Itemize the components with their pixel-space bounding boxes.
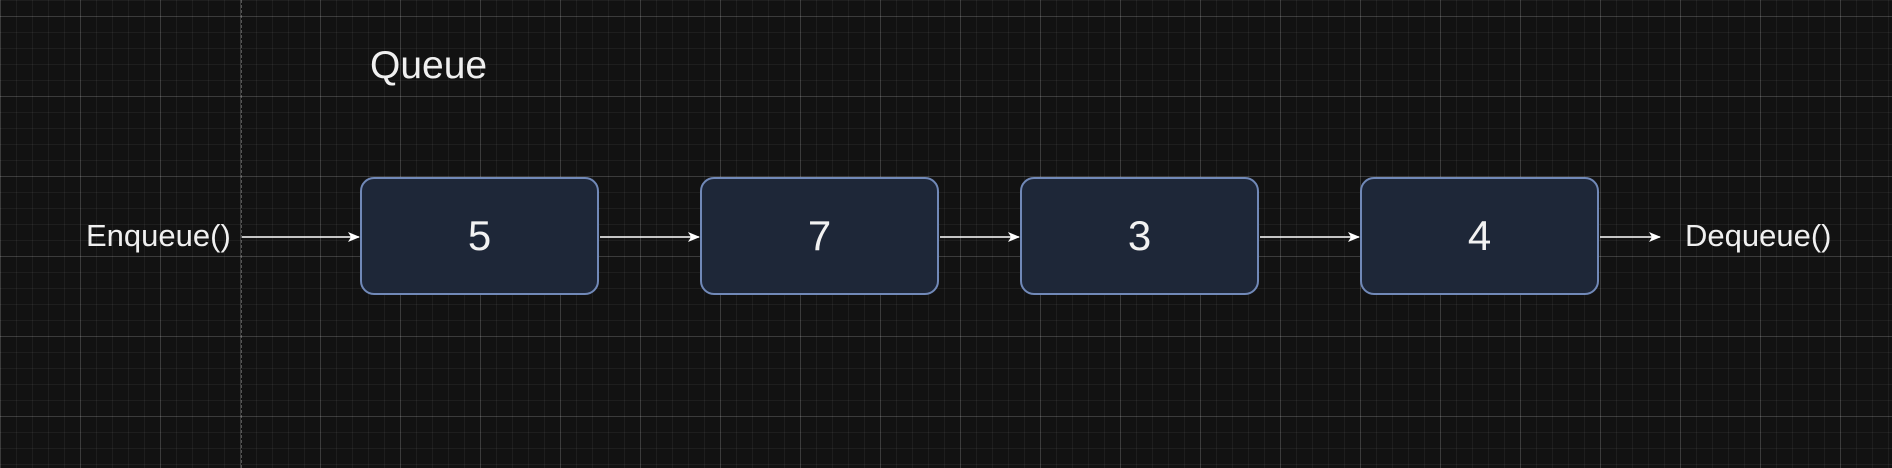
dequeue-label: Dequeue() <box>1685 218 1832 253</box>
queue-node-2[interactable]: 7 <box>700 177 939 295</box>
vertical-guide-line <box>241 0 242 468</box>
queue-node-1[interactable]: 5 <box>360 177 599 295</box>
queue-node-3[interactable]: 3 <box>1020 177 1259 295</box>
enqueue-label: Enqueue() <box>86 218 231 253</box>
diagram-title: Queue <box>370 44 488 87</box>
queue-node-4[interactable]: 4 <box>1360 177 1599 295</box>
